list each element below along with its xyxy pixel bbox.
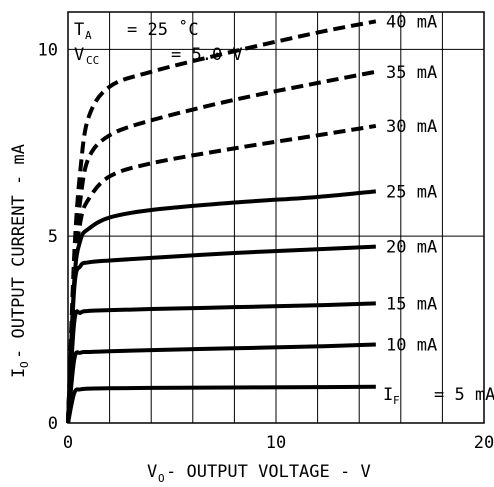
if-value: = 5 mA (434, 385, 494, 405)
x-tick-label: 20 (474, 433, 494, 453)
y-axis-label-main: I (9, 368, 29, 378)
vcc-subscript: CC (86, 54, 99, 67)
vcc-value: = 5.0 V (171, 45, 243, 65)
series-label: 20 mA (386, 238, 437, 258)
if-symbol: I (383, 385, 393, 405)
ta-annotation: T A = 25 ˚C (74, 19, 199, 42)
plot-frame (67, 11, 485, 424)
series-group: 40 mA 35 mA 30 mA 25 mA 20 mA 15 mA 10 mA (66, 12, 437, 424)
if-annotation: I F = 5 mA (383, 385, 494, 407)
series-line-35-ma (66, 69, 377, 424)
series-label: 10 mA (386, 336, 437, 356)
vcc-symbol: V (74, 45, 84, 65)
series-line-30-ma (66, 123, 377, 424)
series-line-20-ma (66, 244, 376, 424)
y-axis-label-rest: - OUTPUT CURRENT - mA (9, 144, 29, 359)
tick-labels: 0 10 20 0 5 10 (38, 40, 494, 453)
series-line-5-ma (66, 384, 376, 424)
x-axis-label-sub: O (158, 472, 165, 485)
series-label: 15 mA (386, 294, 437, 314)
series-label: 25 mA (386, 182, 437, 202)
x-tick-label: 0 (63, 433, 73, 453)
if-subscript: F (393, 394, 400, 407)
plot-border (67, 11, 485, 424)
y-tick-label: 10 (38, 40, 58, 60)
x-axis-label: V O - OUTPUT VOLTAGE - V (147, 462, 371, 485)
series-label: 30 mA (386, 117, 437, 137)
y-axis-label-sub: O (18, 361, 31, 368)
x-axis-label-rest: - OUTPUT VOLTAGE - V (166, 462, 371, 482)
ta-subscript: A (85, 29, 92, 42)
y-axis-label: I O - OUTPUT CURRENT - mA (9, 144, 31, 378)
x-axis-label-main: V (147, 462, 157, 482)
ta-symbol: T (74, 20, 84, 40)
vcc-annotation: V CC = 5.0 V (74, 45, 243, 67)
series-label: 40 mA (386, 12, 437, 32)
y-tick-label: 5 (48, 227, 58, 247)
series-label: 35 mA (386, 63, 437, 83)
series-line-15-ma (66, 301, 376, 424)
y-tick-label: 0 (48, 414, 58, 434)
grid (68, 12, 484, 423)
ta-value: = 25 ˚C (127, 19, 199, 40)
series-line-10-ma (66, 342, 376, 424)
x-tick-label: 10 (266, 433, 286, 453)
